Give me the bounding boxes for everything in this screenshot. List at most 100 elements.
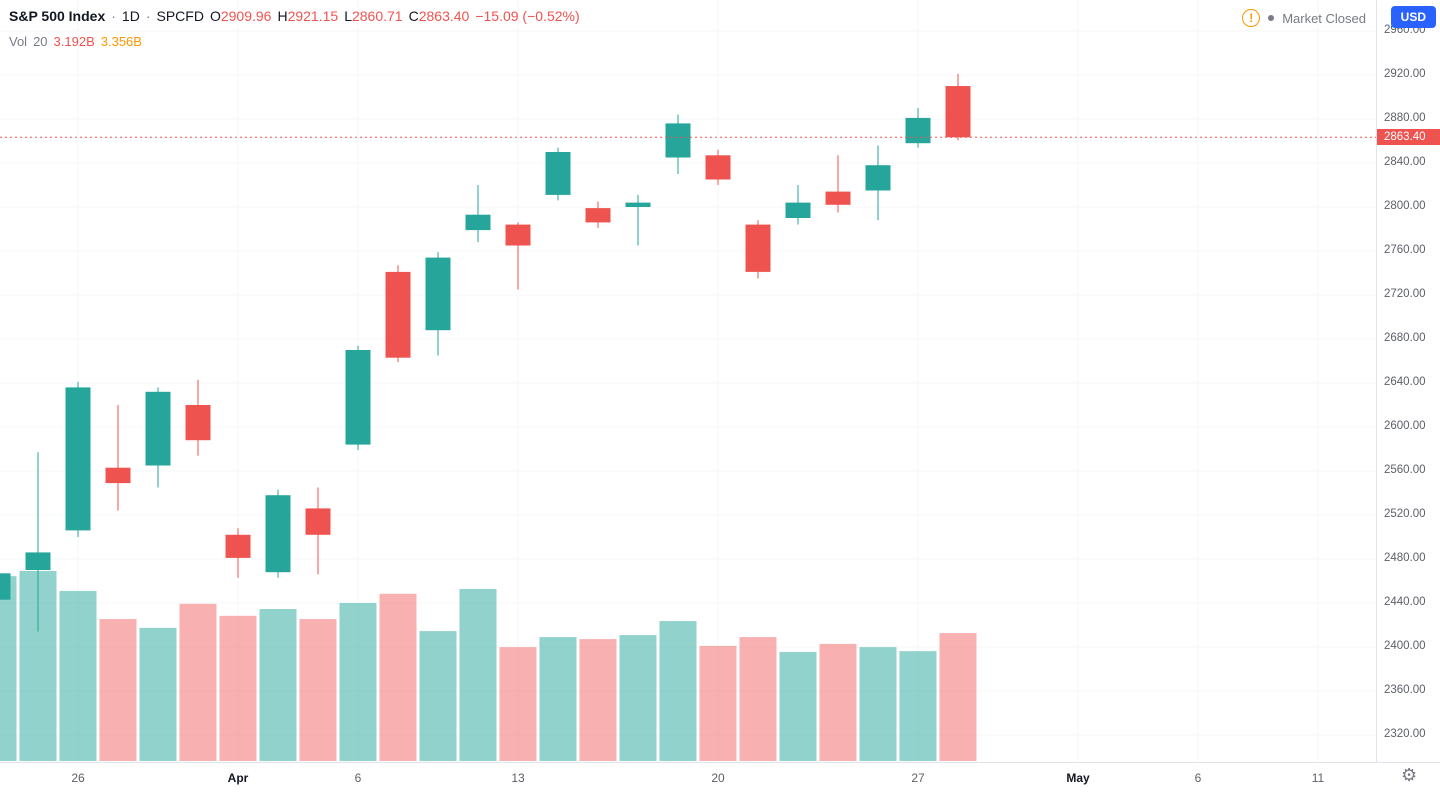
legend: S&P 500 Index · 1D · SPCFD O2909.96 H292… — [9, 8, 580, 49]
time-tick-label: 20 — [711, 771, 725, 785]
volume-bar — [819, 643, 857, 761]
price-tick-label: 2680.00 — [1384, 332, 1426, 344]
time-tick-label: 27 — [911, 771, 925, 785]
price-tick-label: 2560.00 — [1384, 464, 1426, 476]
volume-bar — [459, 588, 497, 761]
price-tick-label: 2480.00 — [1384, 552, 1426, 564]
change-value: −15.09 (−0.52%) — [475, 8, 580, 24]
volume-bar — [899, 651, 937, 761]
time-tick-label: 26 — [71, 771, 85, 785]
candle-body — [105, 467, 131, 484]
price-tick-label: 2800.00 — [1384, 200, 1426, 212]
candle-body — [865, 165, 891, 191]
volume-bar — [619, 635, 657, 761]
price-tick-label: 2400.00 — [1384, 640, 1426, 652]
settings-gear-icon[interactable]: ⚙ — [1401, 765, 1418, 785]
candle-body — [345, 350, 371, 445]
candle-body — [825, 191, 851, 205]
time-tick-label: 6 — [1194, 771, 1202, 785]
ohlc-open: O2909.96 — [209, 8, 272, 24]
volume-bar — [859, 647, 897, 761]
time-axis[interactable]: 26 Apr 6 13 20 27 May 6 11 — [0, 762, 1440, 792]
symbol-name[interactable]: S&P 500 Index — [9, 8, 106, 24]
volume-bar — [99, 619, 137, 761]
time-tick-label: May — [1066, 771, 1090, 785]
volume-ma-length: 20 — [33, 34, 48, 49]
price-tick-label: 2880.00 — [1384, 112, 1426, 124]
candle-body — [625, 202, 651, 207]
interval-label[interactable]: 1D — [121, 8, 140, 24]
candle-body — [385, 271, 411, 358]
volume-value: 3.192B — [53, 34, 95, 49]
time-tick-label: 11 — [1311, 771, 1325, 785]
volume-bar — [219, 615, 257, 761]
candle-body — [905, 117, 931, 144]
candle-body — [945, 86, 971, 138]
status-dot-icon — [1268, 15, 1275, 21]
volume-bar — [499, 647, 537, 761]
candle-body — [25, 552, 51, 570]
ohlc-close: C2863.40 — [408, 8, 470, 24]
time-tick-label: Apr — [227, 771, 249, 785]
volume-bar — [59, 590, 97, 761]
volume-label: Vol — [9, 34, 28, 49]
volume-bar — [419, 631, 457, 761]
price-tick-label: 2360.00 — [1384, 684, 1426, 696]
candle-body — [185, 405, 211, 441]
volume-bar — [739, 637, 777, 761]
volume-bar — [179, 603, 217, 761]
price-tick-label: 2840.00 — [1384, 156, 1426, 168]
candle-body — [705, 155, 731, 180]
volume-bar — [779, 651, 817, 761]
volume-bar — [699, 645, 737, 761]
price-tick-label: 2720.00 — [1384, 288, 1426, 300]
time-tick-label: 6 — [354, 771, 362, 785]
candle-body — [145, 391, 171, 466]
candle-body — [65, 387, 91, 531]
last-price-label: 2863.40 — [1377, 129, 1440, 146]
candle-body — [585, 208, 611, 223]
price-tick-label: 2320.00 — [1384, 728, 1426, 740]
price-axis[interactable]: 2863.40 2960.00 2920.00 2880.00 2840.00 2800… — [1376, 0, 1440, 762]
legend-row-main: S&P 500 Index · 1D · SPCFD O2909.96 H292… — [9, 8, 580, 24]
volume-bar — [339, 603, 377, 761]
volume-bar — [539, 637, 577, 761]
volume-bar — [259, 609, 297, 761]
currency-button[interactable]: USD — [1390, 6, 1436, 28]
price-tick-label: 2520.00 — [1384, 508, 1426, 520]
ohlc-high: H2921.15 — [277, 8, 339, 24]
candle-body — [465, 214, 491, 231]
price-tick-label: 2640.00 — [1384, 376, 1426, 388]
exchange-label: SPCFD — [156, 8, 204, 24]
volume-ma-value: 3.356B — [100, 34, 142, 49]
volume-bar — [579, 639, 617, 761]
volume-bar — [379, 593, 417, 761]
warning-icon[interactable]: ! — [1242, 9, 1261, 27]
candle-body — [785, 202, 811, 218]
candle-body — [545, 152, 571, 195]
legend-row-volume: Vol 20 3.192B 3.356B — [9, 34, 580, 49]
volume-bar — [139, 627, 177, 761]
price-tick-label: 2440.00 — [1384, 596, 1426, 608]
price-tick-label: 2920.00 — [1384, 68, 1426, 80]
candle-body — [505, 224, 531, 246]
market-status: ! Market Closed — [1242, 9, 1366, 27]
separator: · — [111, 8, 116, 24]
candle-body — [265, 495, 291, 573]
candle-body — [665, 123, 691, 158]
price-tick-label: 2760.00 — [1384, 244, 1426, 256]
volume-bar — [659, 621, 697, 761]
ohlc-low: L2860.71 — [344, 8, 403, 24]
volume-bar — [939, 633, 977, 761]
candle-body — [425, 257, 451, 331]
candle-body — [0, 573, 11, 600]
candle-body — [225, 534, 251, 558]
candle-body — [745, 224, 771, 272]
separator: · — [145, 8, 151, 24]
candlestick-chart — [0, 73, 1376, 761]
volume-bar — [299, 619, 337, 761]
volume-bar — [0, 576, 17, 761]
chart-canvas[interactable] — [0, 0, 1376, 762]
time-tick-label: 13 — [511, 771, 525, 785]
market-status-label: Market Closed — [1282, 10, 1366, 26]
